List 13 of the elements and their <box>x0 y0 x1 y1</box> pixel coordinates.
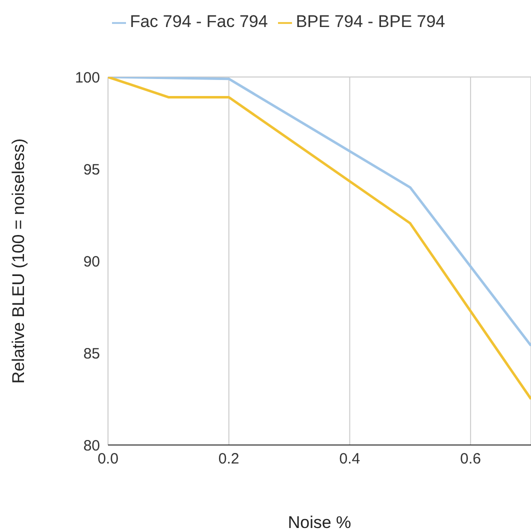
y-tick-label: 95 <box>83 161 100 178</box>
y-tick-label: 85 <box>83 345 100 362</box>
y-tick-label: 90 <box>83 253 100 270</box>
x-tick-label: 0.6 <box>460 450 481 468</box>
y-axis-title: Relative BLEU (100 = noiseless) <box>9 138 28 384</box>
y-tick-label: 80 <box>83 437 100 454</box>
legend-label: Fac 794 - Fac 794 <box>130 12 268 31</box>
x-tick-label: 0.2 <box>218 450 240 468</box>
legend-label: BPE 794 - BPE 794 <box>296 12 446 31</box>
x-tick-label: 0.0 <box>98 450 118 468</box>
x-axis-title: Noise % <box>288 513 352 530</box>
y-tick-label: 100 <box>74 69 100 86</box>
x-tick-label: 0.4 <box>339 450 360 468</box>
